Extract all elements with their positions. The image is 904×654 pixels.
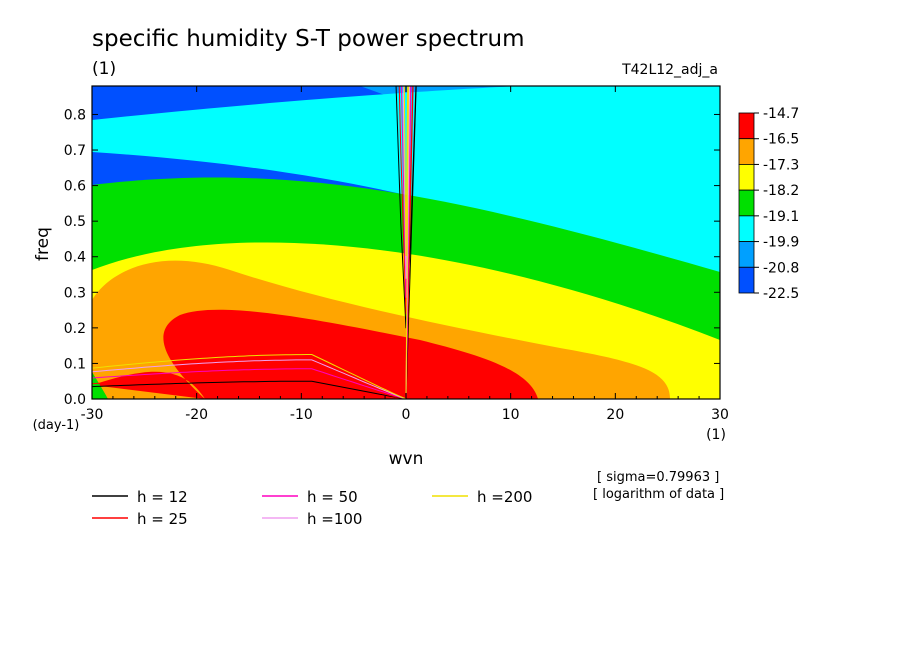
dispersion-curve-h200 bbox=[92, 86, 409, 399]
legend-item: h = 12 bbox=[92, 488, 188, 506]
gravity-wave-branch bbox=[400, 86, 412, 298]
rossby-wave-branch bbox=[92, 376, 407, 399]
colorbar-swatch bbox=[738, 266, 755, 294]
contour-band-corner bbox=[92, 372, 108, 399]
annotation-sigma: [ sigma=0.79963 ] bbox=[597, 470, 719, 485]
x-tick-label: 10 bbox=[502, 407, 520, 423]
y-tick-label: 0.4 bbox=[64, 250, 86, 266]
colorbar-swatch bbox=[738, 164, 755, 191]
x-tick-label: -20 bbox=[185, 407, 208, 423]
legend-item: h =200 bbox=[432, 488, 532, 506]
legend-label: h = 25 bbox=[137, 510, 188, 528]
x-axis: -30 -20 -10 0 10 20 30 bbox=[81, 86, 729, 423]
dispersion-curve-h12 bbox=[92, 86, 417, 399]
x-tick-label: 0 bbox=[402, 407, 411, 423]
colorbar-level-label: -19.9 bbox=[763, 235, 799, 251]
gravity-wave-branch bbox=[395, 86, 417, 329]
legend-item: h = 25 bbox=[92, 510, 188, 528]
gravity-wave-branch bbox=[398, 86, 414, 314]
legend-item: h =100 bbox=[262, 510, 362, 528]
rossby-wave-branch bbox=[92, 354, 407, 399]
rossby-wave-branch bbox=[92, 380, 407, 399]
legend-label: h = 12 bbox=[137, 488, 188, 506]
y-tick-label: 0.6 bbox=[64, 179, 86, 195]
y-tick-label: 0.8 bbox=[64, 107, 86, 123]
colorbar-level-label: -14.7 bbox=[763, 106, 799, 122]
colorbar-level-label: -20.8 bbox=[763, 260, 799, 276]
colorbar-level-label: -19.1 bbox=[763, 209, 799, 225]
colorbar-level-label: -22.5 bbox=[763, 286, 799, 302]
gravity-wave-branch bbox=[402, 86, 410, 279]
contour-band-7 bbox=[92, 309, 538, 399]
colorbar-level-label: -18.2 bbox=[763, 183, 799, 199]
x-tick-label: -10 bbox=[290, 407, 313, 423]
chart-title: specific humidity S-T power spectrum bbox=[92, 26, 524, 52]
colorbar-swatch bbox=[738, 241, 755, 268]
dispersion-curves bbox=[92, 86, 417, 399]
subtitle-left: (1) bbox=[92, 59, 116, 79]
colorbar-swatch bbox=[738, 138, 755, 165]
kelvin-wave-branch bbox=[405, 86, 409, 399]
x-tick-label: 20 bbox=[606, 407, 624, 423]
colorbar-swatch bbox=[738, 189, 755, 217]
legend-item: h = 50 bbox=[262, 488, 358, 506]
annotation-log: [ logarithm of data ] bbox=[593, 487, 724, 502]
y-tick-label: 0.7 bbox=[64, 143, 86, 159]
legend-label: h =100 bbox=[307, 510, 362, 528]
contour-band-3 bbox=[92, 86, 720, 304]
colorbar-swatch bbox=[738, 112, 755, 140]
subtitle-right: T42L12_adj_a bbox=[621, 62, 718, 78]
colorbar-level-label: -16.5 bbox=[763, 132, 799, 148]
y-tick-label: 0.2 bbox=[64, 321, 86, 337]
plot-area bbox=[92, 86, 720, 399]
legend-label: h = 50 bbox=[307, 488, 358, 506]
legend-label: h =200 bbox=[477, 488, 532, 506]
rossby-wave-branch bbox=[92, 368, 407, 399]
legend: h = 12 h = 25 h = 50 h =100 h =200 bbox=[92, 488, 532, 528]
y-tick-label: 0.5 bbox=[64, 214, 86, 230]
y-axis: 0.0 0.1 0.2 0.3 0.4 0.5 0.6 0.7 0.8 bbox=[64, 107, 720, 408]
rossby-wave-branch bbox=[92, 359, 407, 399]
kelvin-wave-branch bbox=[405, 86, 417, 399]
y-unit-label: (day-1) bbox=[33, 418, 80, 433]
gravity-wave-branch bbox=[403, 86, 409, 256]
y-axis-label: freq bbox=[33, 227, 53, 261]
x-axis-label: wvn bbox=[389, 449, 424, 469]
x-tick-label: 30 bbox=[711, 407, 729, 423]
y-tick-label: 0.3 bbox=[64, 285, 86, 301]
colorbar-swatch bbox=[738, 215, 755, 242]
colorbar-level-label: -17.3 bbox=[763, 157, 799, 173]
y-tick-label: 0.1 bbox=[64, 356, 86, 372]
y-tick-label: 0.0 bbox=[64, 392, 86, 408]
x-unit-label: (1) bbox=[706, 427, 726, 443]
x-tick-label: -30 bbox=[81, 407, 104, 423]
colorbar: -14.7 -16.5 -17.3 -18.2 -19.1 -19.9 -20.8 -22.5 bbox=[738, 106, 799, 302]
